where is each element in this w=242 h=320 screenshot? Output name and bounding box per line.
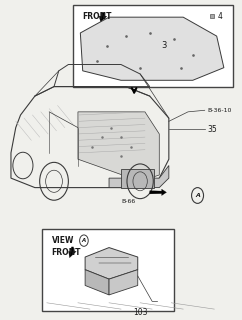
- Text: 35: 35: [207, 125, 217, 134]
- Text: 103: 103: [133, 308, 147, 316]
- FancyBboxPatch shape: [73, 4, 234, 87]
- Polygon shape: [78, 112, 159, 181]
- Text: VIEW: VIEW: [52, 236, 74, 244]
- Polygon shape: [109, 165, 169, 188]
- Text: 3: 3: [161, 41, 167, 50]
- Polygon shape: [69, 247, 76, 258]
- FancyBboxPatch shape: [42, 228, 174, 311]
- Text: B-66: B-66: [121, 199, 135, 204]
- Text: B-36-10: B-36-10: [207, 108, 232, 113]
- Polygon shape: [99, 12, 107, 22]
- FancyBboxPatch shape: [121, 169, 154, 188]
- Polygon shape: [85, 248, 138, 279]
- Text: 4: 4: [218, 12, 223, 21]
- Polygon shape: [80, 17, 224, 80]
- Text: FRONT: FRONT: [52, 248, 81, 257]
- Polygon shape: [85, 270, 109, 295]
- Polygon shape: [150, 189, 166, 196]
- Text: FRONT: FRONT: [83, 12, 112, 21]
- Polygon shape: [109, 270, 138, 295]
- Text: A: A: [82, 238, 86, 243]
- Text: A: A: [195, 193, 200, 198]
